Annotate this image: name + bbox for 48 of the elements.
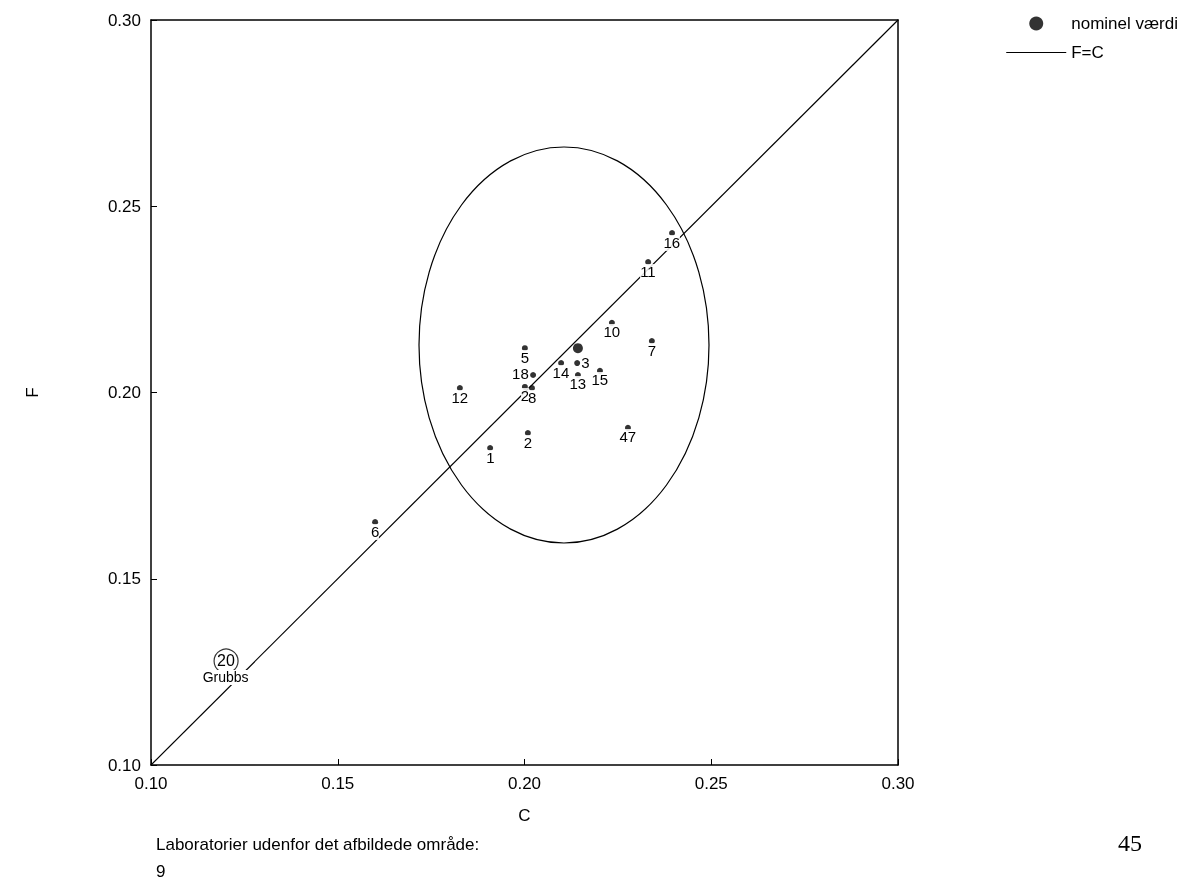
legend-label: F=C bbox=[1071, 43, 1104, 62]
x-tick-label: 0.30 bbox=[881, 774, 915, 793]
annotation: 1 bbox=[486, 448, 495, 466]
annotation: 12 bbox=[451, 388, 469, 407]
annotation: 20 bbox=[217, 652, 235, 670]
point bbox=[572, 343, 583, 354]
annotation: 47 bbox=[619, 428, 637, 446]
point bbox=[669, 230, 676, 237]
annotation: 2 bbox=[520, 387, 530, 405]
annotation: 18 bbox=[512, 365, 529, 383]
point bbox=[648, 338, 655, 345]
y-axis-title: F bbox=[23, 387, 42, 398]
x-tick-label: 0.15 bbox=[321, 774, 355, 793]
x-tick-label: 0.20 bbox=[507, 774, 542, 793]
annotation: 11 bbox=[640, 262, 656, 281]
text: 9 bbox=[156, 862, 166, 882]
point bbox=[574, 360, 581, 367]
y-tick-label: 0.10 bbox=[107, 755, 141, 775]
point bbox=[524, 430, 531, 437]
annotation: 3 bbox=[581, 353, 590, 372]
annotation: 10 bbox=[603, 323, 621, 341]
y-tick-label: 0.30 bbox=[107, 10, 141, 30]
annotation: 13 bbox=[569, 375, 587, 393]
annotation: 14 bbox=[552, 363, 570, 382]
text: Laboratorier udenfor det afbildede område: bbox=[156, 835, 480, 855]
annotation: Grubbs bbox=[202, 668, 249, 685]
annotation: 8 bbox=[527, 388, 537, 407]
annotation: 5 bbox=[520, 348, 530, 367]
point bbox=[528, 385, 535, 392]
y-tick-label: 0.15 bbox=[107, 569, 141, 589]
legend-label: nominel værdi bbox=[1071, 14, 1178, 33]
text: 45 bbox=[1118, 830, 1142, 857]
point bbox=[645, 259, 652, 266]
annotation: 15 bbox=[591, 371, 609, 389]
annotation: 2 bbox=[523, 433, 533, 452]
point bbox=[530, 371, 537, 378]
point bbox=[558, 360, 565, 367]
x-axis-title: C bbox=[518, 806, 531, 825]
point bbox=[372, 519, 379, 526]
annotation: 7 bbox=[647, 341, 657, 360]
x-tick-label: 0.10 bbox=[134, 774, 168, 793]
annotation: 16 bbox=[663, 233, 681, 252]
annotation: 6 bbox=[371, 522, 380, 541]
point bbox=[456, 385, 463, 392]
point bbox=[487, 445, 494, 451]
y-tick-label: 0.25 bbox=[107, 196, 141, 216]
y-tick-label: 0.20 bbox=[107, 383, 141, 402]
x-tick-label: 0.25 bbox=[694, 774, 728, 793]
